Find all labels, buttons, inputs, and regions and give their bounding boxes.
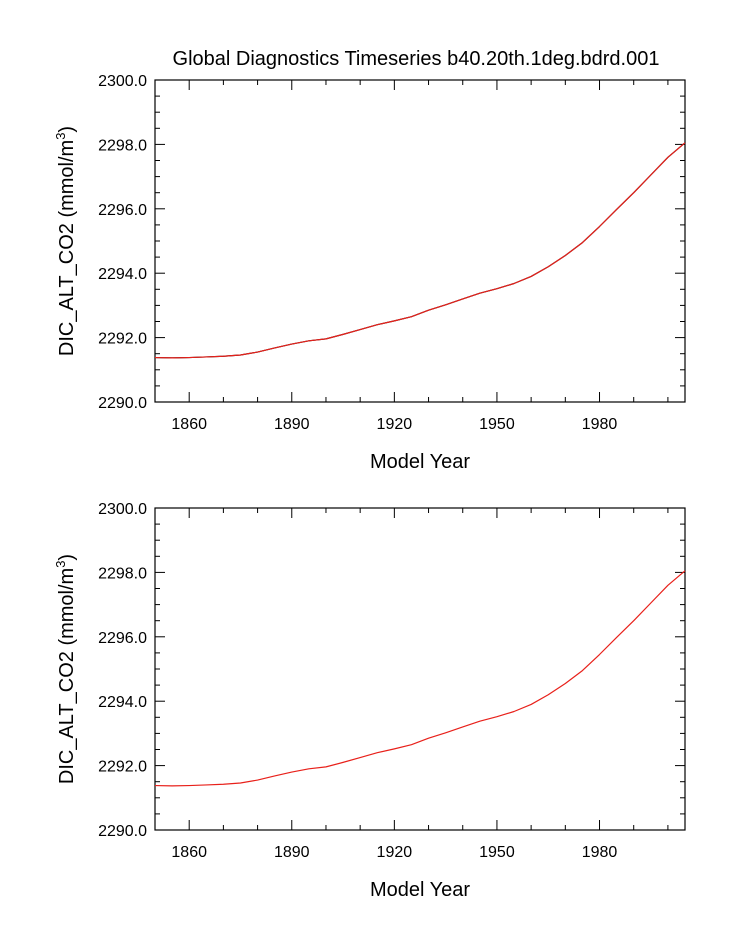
series-line [154,570,686,787]
y-axis-label-close: ) [56,126,78,133]
x-tick-label: 1890 [274,844,310,861]
series-overlay-line [154,142,686,359]
x-tick-label: 1920 [377,844,413,861]
x-tick-label: 1860 [171,416,207,433]
y-axis-label-superscript: 3 [53,133,68,140]
chart-bottom: 1860 1890 1920 1950 1980 2290.0 2292.0 2294.0 22… [53,501,686,901]
x-tick-label: 1920 [377,416,413,433]
y-tick-label: 2296.0 [98,202,147,219]
x-tick-label: 1950 [479,844,515,861]
y-axis-label-close: ) [56,554,78,561]
x-tick-label: 1950 [479,416,515,433]
x-tick-label: 1980 [582,416,618,433]
y-tick-label: 2298.0 [98,137,147,154]
plot-frame [154,507,686,831]
y-tick-label: 2290.0 [98,395,147,412]
x-tick-label: 1860 [171,844,207,861]
y-tick-label: 2294.0 [98,694,147,711]
y-axis-label-superscript: 3 [53,561,68,568]
y-axis-label-text: DIC_ALT_CO2 (mmol/m [56,568,78,784]
chart-top: 1860 1890 1920 1950 1980 2290.0 2292.0 2294.0 22… [53,73,686,473]
y-axis-label: DIC_ALT_CO2 (mmol/m3) [53,126,78,356]
series-line [154,142,686,359]
y-tick-label: 2300.0 [98,501,147,518]
y-tick-label: 2290.0 [98,823,147,840]
y-tick-label: 2294.0 [98,266,147,283]
y-tick-label: 2296.0 [98,630,147,647]
x-tick-label: 1890 [274,416,310,433]
plot-frame [154,79,686,403]
x-axis-label: Model Year [370,451,470,473]
y-tick-label: 2300.0 [98,73,147,90]
y-tick-label: 2298.0 [98,565,147,582]
y-axis-label-text: DIC_ALT_CO2 (mmol/m [56,140,78,356]
figure-title: Global Diagnostics Timeseries b40.20th.1… [173,48,660,70]
y-tick-label: 2292.0 [98,331,147,348]
x-axis-label: Model Year [370,879,470,901]
y-tick-label: 2292.0 [98,759,147,776]
x-tick-label: 1980 [582,844,618,861]
y-axis-label: DIC_ALT_CO2 (mmol/m3) [53,554,78,784]
